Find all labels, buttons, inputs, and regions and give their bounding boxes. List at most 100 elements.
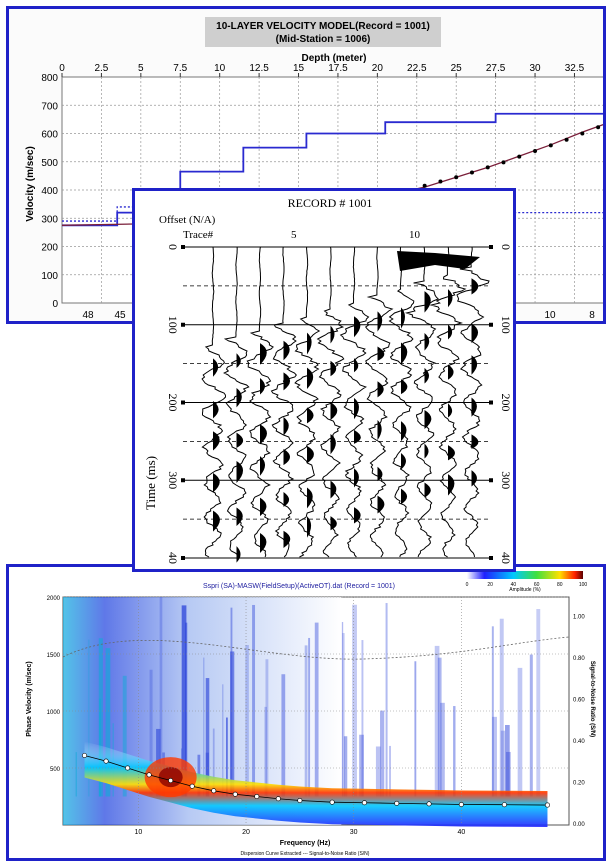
trace-fill-lobe <box>471 397 477 417</box>
trace-fill-lobe <box>213 510 220 532</box>
y-tick-label: 200 <box>41 243 58 254</box>
trace-fill-lobe <box>330 360 337 377</box>
amplitude-streak <box>505 751 511 797</box>
time-tick-mark <box>181 400 185 405</box>
x-axis-label: Frequency (Hz) <box>280 840 331 847</box>
trace-fill-lobe <box>283 448 291 466</box>
seismic-trace <box>223 246 250 558</box>
y-tick-label: 600 <box>41 130 58 141</box>
trace-fill-lobe <box>260 343 267 365</box>
trace-fill-lobe <box>377 311 383 332</box>
seismic-record-chart: RECORD # 1001 Offset (N/A) Trace# 5 10 T… <box>143 196 513 564</box>
dispersion-point <box>329 799 335 805</box>
time-tick-label-right: 40 <box>499 552 513 564</box>
amplitude-streak <box>122 675 127 797</box>
trace-fill-lobe <box>260 378 265 395</box>
trace-fill-lobe <box>354 358 359 373</box>
dispersion-point <box>501 802 507 808</box>
x-tick-label: 30 <box>529 63 541 74</box>
x-tick-label: 7.5 <box>173 63 187 74</box>
trace-fill-lobe <box>471 278 479 295</box>
dispersion-title: Sspri (SA)-MASW(FieldSetup)(ActiveOT).da… <box>203 583 395 590</box>
y-tick-label: 400 <box>41 186 58 197</box>
seismic-trace <box>316 246 345 558</box>
trace-fill-lobe <box>471 323 479 344</box>
trace-fill-lobe <box>283 416 289 436</box>
colorbar-tick: 80 <box>557 582 563 588</box>
trace-fill-lobe <box>260 497 267 517</box>
y-tick-label: 2000 <box>47 596 61 602</box>
seismic-trace <box>364 246 394 558</box>
trace-fill-lobe <box>377 466 383 482</box>
trace-fill-lobe <box>401 379 408 395</box>
amplitude-streak <box>181 605 187 797</box>
right-axis-label: Signal-to-Noise Ratio (S/N) <box>589 661 595 737</box>
velocity-marker <box>454 175 459 180</box>
amplitude-streak <box>245 645 249 797</box>
trace-fill-lobe <box>236 461 244 483</box>
y-tick-label: 500 <box>50 767 61 773</box>
seismic-trace <box>201 246 227 558</box>
amplitude-streak <box>341 622 344 797</box>
dispersion-point <box>394 800 400 806</box>
time-axis-label: Time (ms) <box>143 456 158 510</box>
dispersion-point <box>146 772 152 778</box>
amplitude-streak <box>505 724 510 797</box>
trace-fill-lobe <box>377 346 385 361</box>
trace-fill-lobe <box>401 452 407 470</box>
colorbar-tick: 20 <box>487 582 493 588</box>
x-tick-label: 2.5 <box>94 63 108 74</box>
time-tick-mark <box>181 322 185 327</box>
time-tick-mark <box>489 245 493 249</box>
y-tick-label: 800 <box>41 73 58 84</box>
trace-fill-lobe <box>448 289 453 308</box>
trace-fill-lobe <box>213 431 220 451</box>
dispersion-point <box>211 788 217 794</box>
y-tick-label: 500 <box>41 158 58 169</box>
trace-fill-lobe <box>330 434 336 455</box>
velocity-marker <box>438 179 443 184</box>
trace-fill-lobe <box>307 487 313 509</box>
y-tick-label: 1000 <box>47 710 61 716</box>
bottom-tick-label: 8 <box>589 310 595 321</box>
trace-fill-lobe <box>236 353 241 368</box>
amplitude-streak <box>361 640 364 797</box>
amplitude-streak <box>159 597 163 797</box>
trace-fill-lobe <box>401 342 408 365</box>
dispersion-panel: 0 20 40 60 80 100 Amplitude (%) Sspri (SA)-MA… <box>6 564 606 861</box>
amplitude-streak <box>440 702 445 797</box>
velocity-marker <box>564 137 569 142</box>
time-tick-mark <box>181 556 185 560</box>
time-tick-mark <box>489 400 493 405</box>
dispersion-point <box>232 791 238 797</box>
y-axis-label: Velocity (m/sec) <box>25 146 36 222</box>
dispersion-point <box>458 801 464 807</box>
x-tick-label: 15 <box>293 63 305 74</box>
amplitude-streak <box>434 645 440 797</box>
dispersion-point <box>168 778 174 784</box>
time-tick-label-right: 100 <box>499 316 513 334</box>
right-tick-label: 0.00 <box>573 822 585 828</box>
amplitude-streak <box>314 622 319 797</box>
trace-fill-lobe <box>330 480 337 499</box>
bottom-tick-label: 48 <box>82 310 94 321</box>
velocity-step-line <box>62 112 603 227</box>
velocity-marker <box>517 154 522 159</box>
trace-fill-lobe <box>424 482 431 498</box>
dispersion-point <box>103 758 109 764</box>
y-tick-label: 0 <box>52 299 58 310</box>
x-axis-label: Depth (meter) <box>301 53 366 64</box>
dispersion-point <box>275 796 281 802</box>
trace-fill-lobe <box>448 324 453 340</box>
amplitude-streak <box>87 639 90 797</box>
amplitude-streak <box>105 648 111 797</box>
amplitude-streak <box>517 667 523 797</box>
amplitude-streak <box>222 684 224 797</box>
amplitude-streak <box>230 651 235 797</box>
seismic-trace <box>404 246 440 558</box>
amplitude-streak <box>205 678 210 797</box>
time-tick-label: 40 <box>166 552 180 564</box>
bottom-tick-label: 10 <box>544 310 556 321</box>
x-tick-label: 20 <box>372 63 384 74</box>
trace-fill-lobe <box>424 443 429 459</box>
